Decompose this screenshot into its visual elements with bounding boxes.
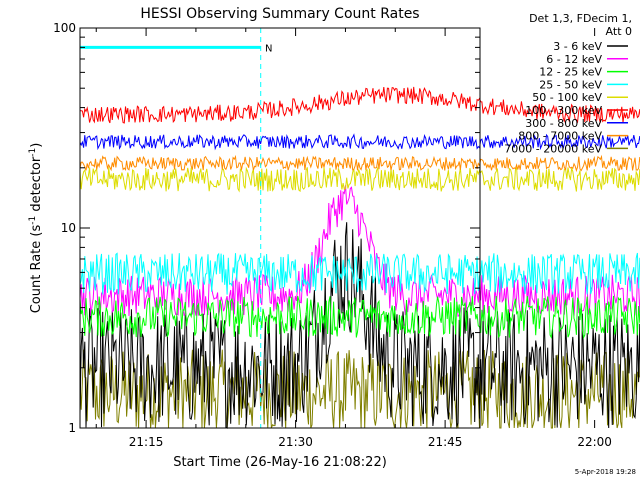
x-tick-label: 21:30 <box>278 435 313 449</box>
series-800-7000-kev-line <box>79 154 640 173</box>
date-stamp: 5-Apr-2018 19:28 <box>575 468 636 476</box>
series-50-100-kev-line <box>79 166 640 193</box>
y-tick-label: 1 <box>68 421 76 435</box>
x-tick-label: 22:00 <box>577 435 612 449</box>
y-axis-label-end: ) <box>29 143 44 148</box>
series-12-25-kev-line <box>79 295 640 340</box>
series-300-800-kev-line <box>79 133 640 151</box>
axes: 21:1521:3021:4522:0022:1522:3022:4511010… <box>53 21 612 449</box>
legend-label-5: 100 - 300 keV <box>525 104 602 117</box>
y-axis-label-sup1: -1 <box>28 216 38 225</box>
series-25-50-kev-line <box>79 252 640 295</box>
flag-label-n: N <box>265 43 272 54</box>
legend-label-2: 12 - 25 keV <box>539 66 602 79</box>
legend-label-1: 6 - 12 keV <box>546 53 602 66</box>
y-axis-label-sup2: -1 <box>28 148 38 157</box>
y-axis-label: Count Rate (s-1 detector-1) <box>28 143 44 314</box>
y-axis-label-main: Count Rate (s <box>29 225 44 314</box>
y-tick-label: 10 <box>61 221 76 235</box>
plot-area: NS <box>79 28 640 429</box>
legend-label-7: 800 - 7000 keV <box>518 130 602 143</box>
series-100-300-kev-line <box>80 86 640 124</box>
legend-header-line1: Det 1,3, FDecim 1, <box>529 12 632 25</box>
legend-label-8: 7000 - 20000 keV <box>504 142 602 155</box>
series-3-6-kev-line <box>79 222 640 429</box>
x-tick-label: 21:15 <box>129 435 164 449</box>
x-axis-label: Start Time (26-May-16 21:08:22) <box>173 455 387 470</box>
legend-label-0: 3 - 6 keV <box>553 40 602 53</box>
y-axis-label-mid: detector <box>29 156 44 216</box>
legend-label-6: 300 - 800 keV <box>525 117 602 130</box>
legend-header-line2: Att 0 <box>606 25 632 38</box>
legend-label-3: 25 - 50 keV <box>539 78 602 91</box>
y-tick-label: 100 <box>53 21 76 35</box>
x-tick-label: 21:45 <box>428 435 463 449</box>
chart-title: HESSI Observing Summary Count Rates <box>140 6 419 22</box>
legend-label-4: 50 - 100 keV <box>532 91 602 104</box>
